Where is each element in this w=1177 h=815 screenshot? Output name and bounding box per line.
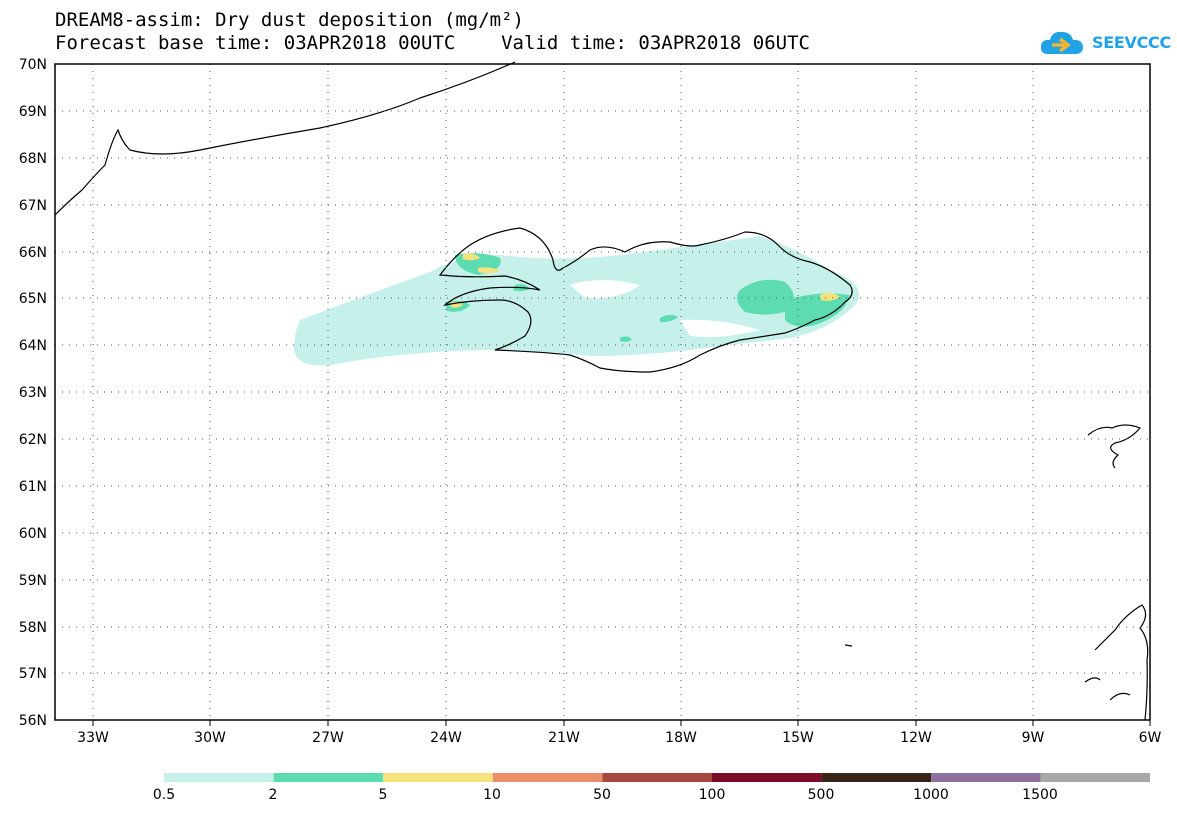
colorbar-label: 50 xyxy=(593,787,611,803)
map-frame xyxy=(54,63,1151,721)
lon-label: 9W xyxy=(1022,730,1045,746)
lat-label: 56N xyxy=(19,713,47,729)
colorbar-swatch xyxy=(1040,773,1150,782)
colorbar-swatch xyxy=(602,773,712,782)
lon-label: 30W xyxy=(194,730,226,746)
lat-label: 63N xyxy=(19,385,47,401)
lat-label: 64N xyxy=(19,338,47,354)
colorbar-swatch xyxy=(712,773,822,782)
coastlines xyxy=(54,61,1149,721)
dust-area-5 xyxy=(463,253,480,261)
map-subtitle: Forecast base time: 03APR2018 00UTC Vali… xyxy=(55,32,810,54)
lat-label: 68N xyxy=(19,151,47,167)
dust-area-0.5-hole xyxy=(680,319,760,338)
colorbar-swatch xyxy=(273,773,384,782)
dust-area-0.5-hole xyxy=(570,280,640,299)
colorbar-label: 5 xyxy=(379,787,388,803)
lon-label: 12W xyxy=(900,730,932,746)
lat-label: 57N xyxy=(19,666,47,682)
latitude-labels: 56N 57N 58N 59N 60N 61N 62N 63N 64N 65N … xyxy=(19,57,47,729)
colorbar-label: 0.5 xyxy=(153,787,175,803)
colorbar-label: 2 xyxy=(269,787,278,803)
lat-label: 66N xyxy=(19,245,47,261)
colorbar-labels: 0.5 2 5 10 50 100 500 1000 1500 xyxy=(153,787,1058,803)
colorbar-swatch xyxy=(821,773,932,782)
coastline-faroe xyxy=(1087,424,1141,469)
dust-area-2 xyxy=(620,336,632,342)
lat-label: 61N xyxy=(19,479,47,495)
lat-label: 67N xyxy=(19,198,47,214)
colorbar-label: 1500 xyxy=(1022,787,1058,803)
colorbar-label: 10 xyxy=(483,787,501,803)
dust-field xyxy=(293,236,860,366)
lat-label: 70N xyxy=(19,57,47,73)
coastline-islet xyxy=(844,644,853,647)
dust-area-2 xyxy=(736,279,794,315)
lat-label: 65N xyxy=(19,291,47,307)
colorbar-swatch xyxy=(931,773,1041,782)
colorbar-swatch xyxy=(383,773,493,782)
cloud-logo-icon xyxy=(1040,31,1083,54)
lat-label: 59N xyxy=(19,573,47,589)
coastline-iceland xyxy=(438,227,853,373)
dust-area-5 xyxy=(820,292,840,301)
lat-label: 62N xyxy=(19,432,47,448)
lon-label: 33W xyxy=(77,730,109,746)
dust-area-2 xyxy=(785,293,850,327)
lon-label: 15W xyxy=(782,730,814,746)
lat-label: 60N xyxy=(19,526,47,542)
colorbar-swatch xyxy=(492,773,603,782)
map-title: DREAM8-assim: Dry dust deposition (mg/m²… xyxy=(55,9,524,31)
dust-area-5 xyxy=(478,267,500,274)
colorbar-label: 100 xyxy=(699,787,726,803)
coastline-greenland xyxy=(54,61,516,216)
lat-label: 69N xyxy=(19,104,47,120)
coastline-scotland xyxy=(1084,604,1149,721)
colorbar xyxy=(164,773,1150,782)
colorbar-label: 1000 xyxy=(913,787,949,803)
lon-label: 6W xyxy=(1139,730,1162,746)
logo-text: SEEVCCC xyxy=(1092,33,1171,52)
axis-ticks xyxy=(92,720,1151,726)
lon-label: 24W xyxy=(430,730,462,746)
colorbar-swatch xyxy=(164,773,274,782)
lat-label: 58N xyxy=(19,620,47,636)
colorbar-label: 500 xyxy=(808,787,835,803)
dust-area-2 xyxy=(660,314,678,323)
lon-label: 21W xyxy=(548,730,580,746)
longitude-labels: 33W 30W 27W 24W 21W 18W 15W 12W 9W 6W xyxy=(77,730,1161,746)
lon-label: 27W xyxy=(312,730,344,746)
graticule xyxy=(55,64,1150,720)
lon-label: 18W xyxy=(665,730,697,746)
